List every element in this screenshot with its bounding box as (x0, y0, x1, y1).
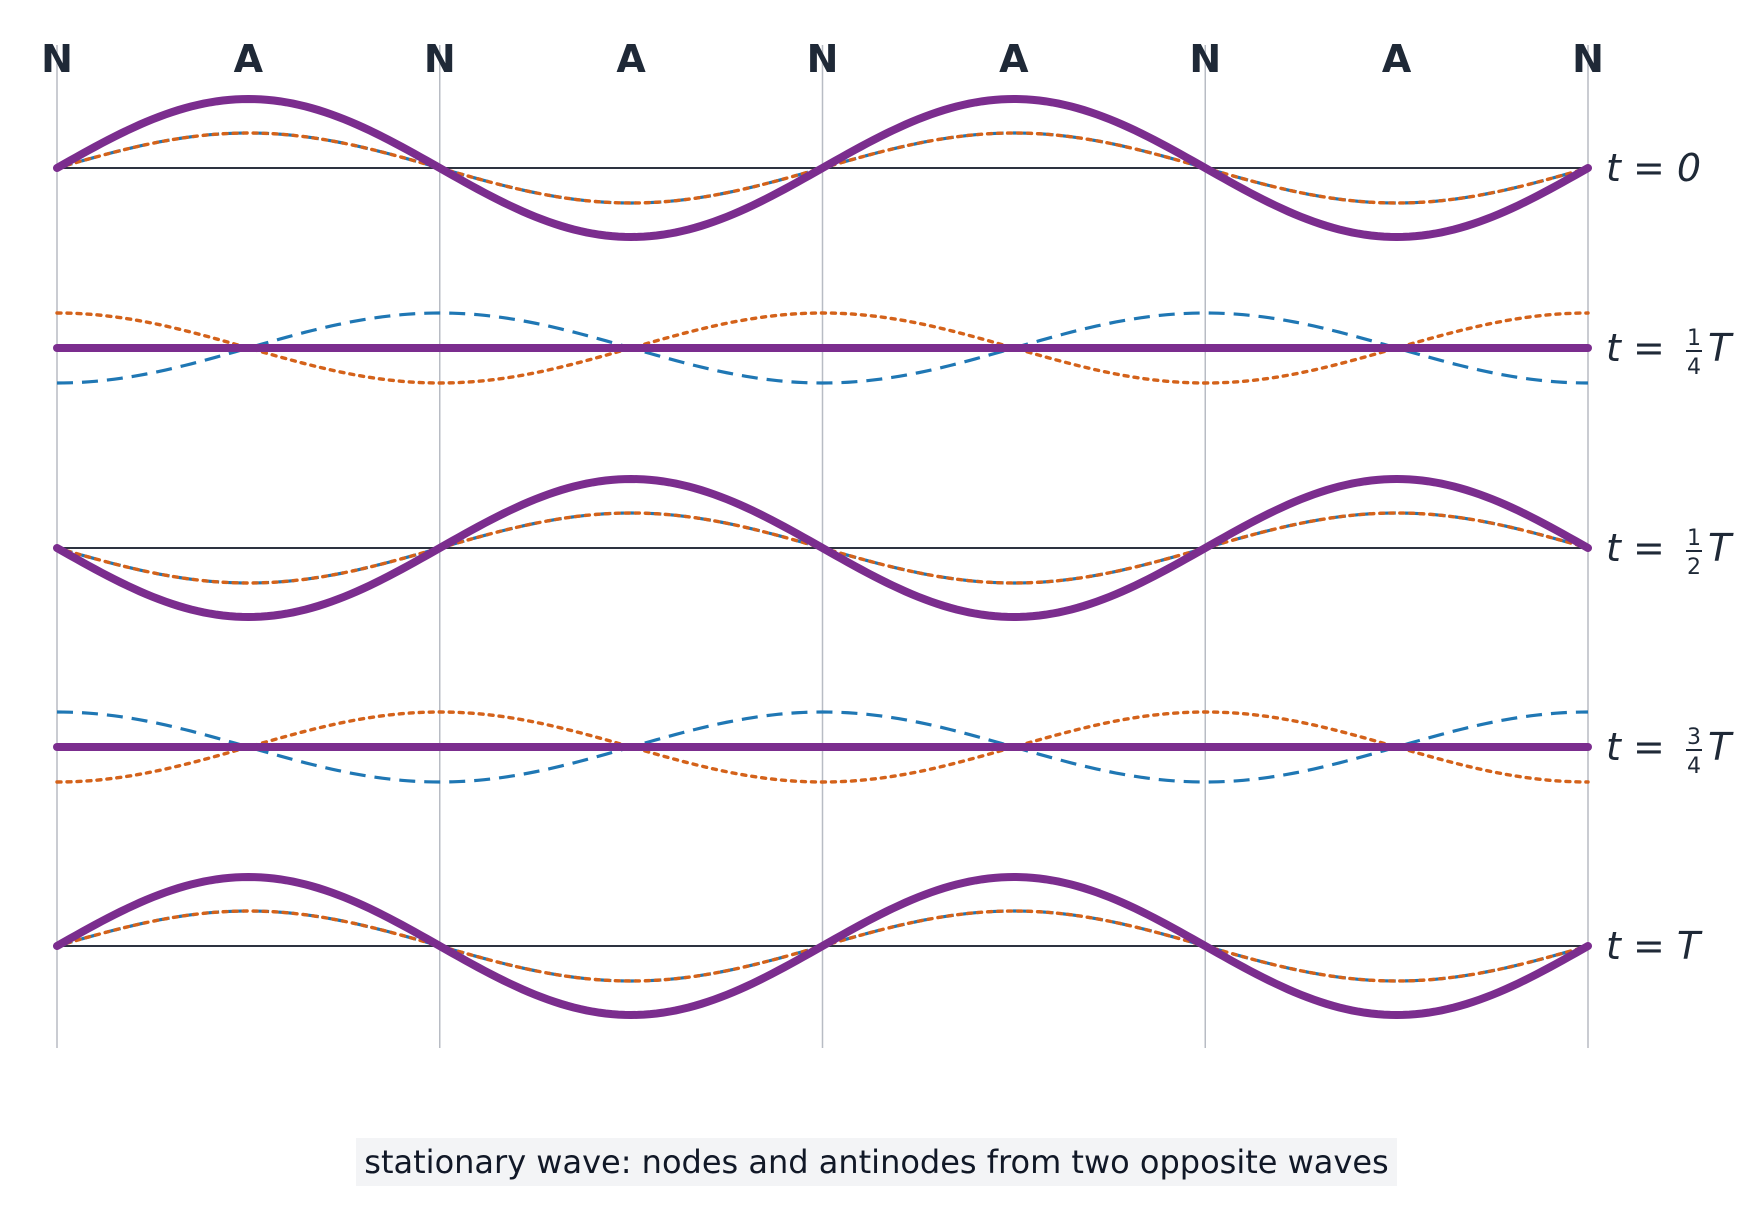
snapshot-row: t = 3 4 T (53, 710, 1734, 784)
snapshot-row: t = 0 (53, 94, 1701, 242)
antinode-marker: A (1382, 37, 1412, 81)
period-symbol: T (1708, 526, 1734, 570)
fraction-numerator: 3 (1687, 725, 1701, 750)
caption: stationary wave: nodes and antinodes fro… (0, 1138, 1753, 1186)
node-marker: N (1189, 37, 1221, 81)
snapshot-row: t = 1 2 T (53, 474, 1734, 622)
fraction-denominator: 4 (1687, 754, 1701, 779)
antinode-marker: A (234, 37, 264, 81)
standing-wave (53, 94, 1592, 242)
node-marker: N (424, 37, 456, 81)
node-marker: N (807, 37, 839, 81)
time-label: t = (1606, 725, 1665, 769)
forward-wave (56, 311, 1589, 385)
snapshot-row: t = T (53, 872, 1703, 1020)
forward-wave (56, 710, 1589, 784)
time-label: t = (1606, 526, 1665, 570)
time-label: t = T (1606, 924, 1703, 968)
period-symbol: T (1708, 326, 1734, 370)
standing-wave (53, 474, 1592, 622)
standing-wave (53, 872, 1592, 1020)
antinode-marker: A (999, 37, 1029, 81)
backward-wave (55, 311, 1590, 385)
snapshot-row: t = 1 4 T (53, 311, 1734, 385)
time-snapshots: t = 0t = 14 Tt = 12 Tt = 34 Tt = T (53, 94, 1734, 1020)
fraction-denominator: 4 (1687, 355, 1701, 380)
caption-text: stationary wave: nodes and antinodes fro… (356, 1138, 1397, 1186)
node-marker: N (1572, 37, 1604, 81)
time-label: t = (1606, 326, 1665, 370)
fraction-numerator: 1 (1687, 526, 1701, 551)
node-marker: N (41, 37, 73, 81)
fraction-numerator: 1 (1687, 326, 1701, 351)
backward-wave (55, 710, 1590, 784)
period-symbol: T (1708, 725, 1734, 769)
time-label: t = 0 (1606, 146, 1701, 190)
antinode-marker: A (616, 37, 646, 81)
fraction-denominator: 2 (1687, 555, 1701, 580)
